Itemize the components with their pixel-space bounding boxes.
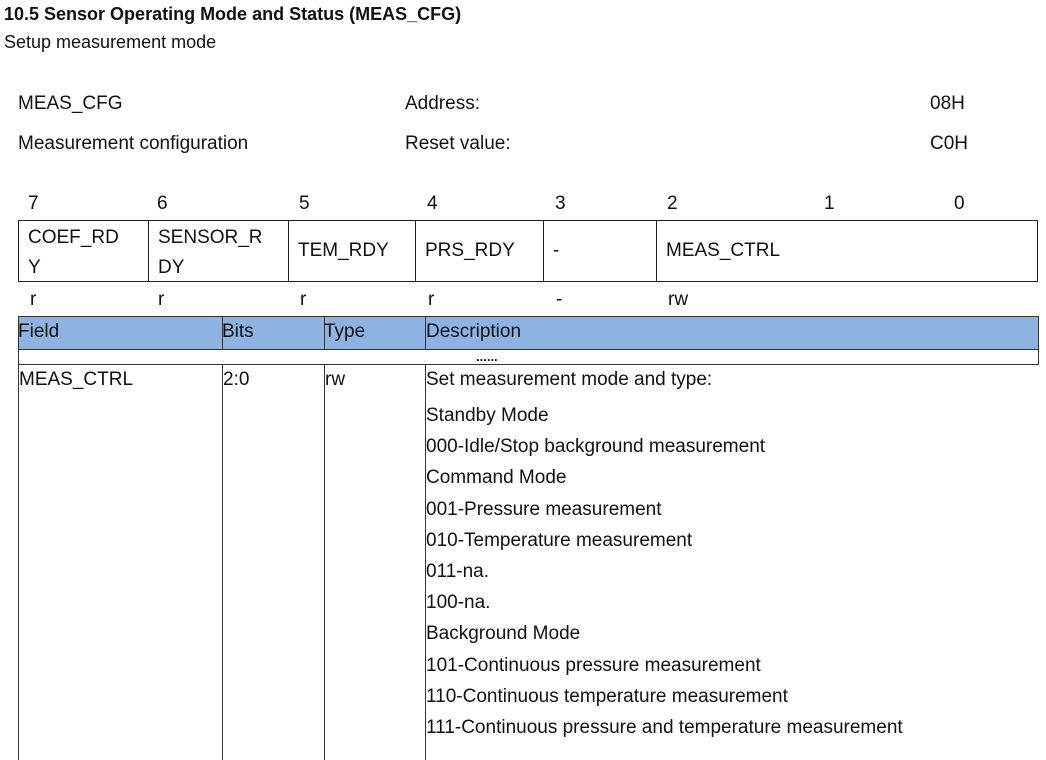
row-bits: 2:0 [223,369,250,390]
row-field: MEAS_CTRL [19,369,134,390]
bit-number: 5 [299,193,310,214]
field-cell: MEAS_CTRL [666,240,781,261]
header-type: Type [324,321,366,342]
field-cell: TEM_RDY [289,221,416,281]
register-desc: Measurement configuration [18,133,249,154]
row-type: rw [325,369,346,390]
field-cell: - [544,221,657,281]
table-header [18,316,1039,350]
register-name: MEAS_CFG [18,93,123,114]
bit-number: 2 [667,193,678,214]
bit-number: 6 [157,193,168,214]
register-bit-table: COEF_RD Y SENSOR_R DY TEM_RDY PRS_RDY - ME… [18,220,1038,282]
access-type: - [556,289,563,310]
field-cell: COEF_RD Y [19,221,149,281]
field-description-table: Field Bits Type Description ...... MEAS_… [18,316,1039,760]
reset-label: Reset value: [405,133,511,154]
header-description: Description [426,321,522,342]
field-cell: PRS_RDY [416,221,544,281]
reset-value: C0H [930,133,969,154]
access-type: r [300,289,307,310]
section-subtitle: Setup measurement mode [4,32,217,52]
header-field: Field [18,321,60,342]
access-type: r [30,289,37,310]
bit-number: 0 [954,193,965,214]
address-value: 08H [930,93,965,114]
bit-number: 7 [28,193,39,214]
row-description: Set measurement mode and type: Standby M… [426,369,903,739]
bit-number: 3 [555,193,566,214]
access-type: rw [668,289,689,310]
access-type: r [428,289,435,310]
field-cell: SENSOR_R DY [149,221,289,281]
bit-number: 4 [427,193,438,214]
ellipsis-row: ...... [476,349,498,364]
access-type: r [158,289,165,310]
section-title: 10.5 Sensor Operating Mode and Status (M… [4,4,462,24]
bit-number: 1 [824,193,835,214]
header-bits: Bits [222,321,254,342]
address-label: Address: [405,93,480,114]
